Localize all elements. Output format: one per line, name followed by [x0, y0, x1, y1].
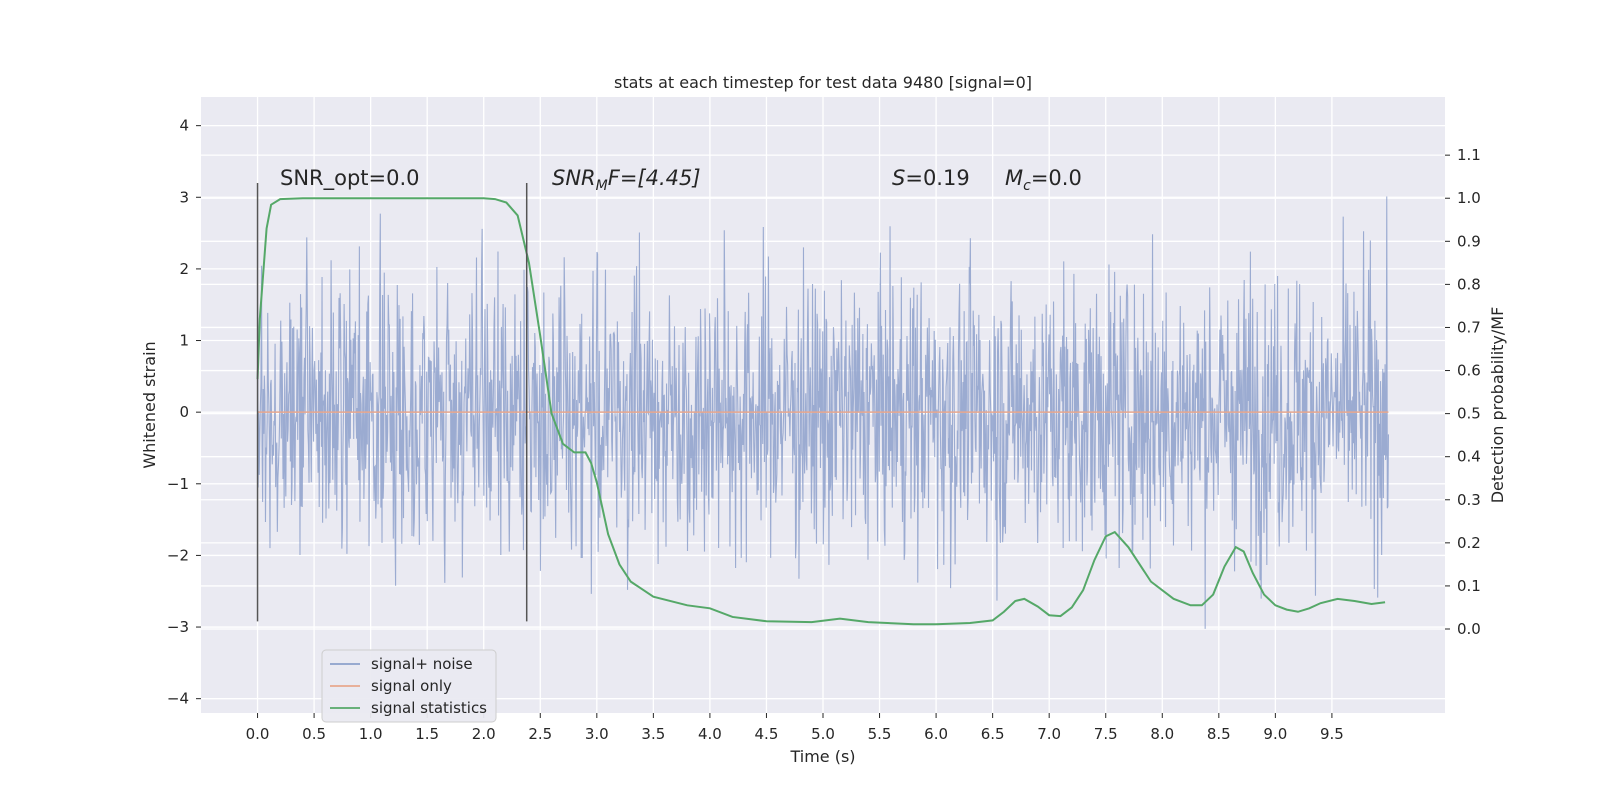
s-value: =0.19 — [905, 166, 969, 190]
x-tick-label: 7.0 — [1037, 725, 1061, 743]
y-tick-label: 3 — [179, 188, 189, 206]
mc-symbol: M — [1005, 166, 1023, 190]
x-tick-label: 8.5 — [1207, 725, 1231, 743]
x-tick-label: 4.5 — [755, 725, 779, 743]
signal-noise-line — [257, 196, 1389, 629]
y-right-tick-label: 0.1 — [1457, 577, 1481, 595]
legend-label-signal-noise: signal+ noise — [371, 655, 473, 673]
x-tick-label: 0.0 — [246, 725, 270, 743]
y-right-axis-label: Detection probability/MF — [1488, 307, 1507, 504]
y-right-tick-label: 0.2 — [1457, 534, 1481, 552]
x-tick-label: 0.5 — [302, 725, 326, 743]
y-right-tick-label: 0.7 — [1457, 318, 1481, 336]
x-tick-label: 9.0 — [1263, 725, 1287, 743]
x-axis-ticks: 0.0 0.5 1.0 1.5 2.0 2.5 3.0 3.5 4.0 4.5 5.0 5.5 6.0 6… — [246, 713, 1344, 743]
legend: signal+ noise signal only signal statist… — [321, 649, 497, 723]
y-right-tick-label: 0.6 — [1457, 362, 1481, 380]
x-tick-label: 7.5 — [1094, 725, 1118, 743]
y-right-tick-label: 0.3 — [1457, 491, 1481, 509]
y-axis-label: Whitened strain — [140, 341, 159, 468]
y-right-tick-label: 0.9 — [1457, 232, 1481, 250]
y-right-tick-label: 0.0 — [1457, 620, 1481, 638]
y-right-tick-label: 0.5 — [1457, 405, 1481, 423]
signal-statistics-series — [256, 197, 1386, 626]
signal-statistics-line — [256, 197, 1386, 626]
x-tick-label: 3.5 — [641, 725, 665, 743]
x-tick-label: 5.5 — [868, 725, 892, 743]
snr-mf-tail: F=[4.45] — [608, 166, 701, 190]
legend-box — [321, 649, 497, 723]
x-tick-label: 1.0 — [359, 725, 383, 743]
x-axis-label: Time (s) — [789, 747, 855, 766]
y-right-axis-ticks: 1.1 1.0 0.9 0.8 0.7 0.6 0.5 0.4 0.3 0.2 0.1 0.0 — [1445, 146, 1481, 638]
x-tick-label: 5.0 — [811, 725, 835, 743]
y-axis-ticks: 4 3 2 1 0 −1 −2 −3 −4 — [167, 117, 201, 708]
x-tick-label: 6.0 — [924, 725, 948, 743]
x-tick-label: 4.0 — [698, 725, 722, 743]
y-right-tick-label: 0.4 — [1457, 448, 1481, 466]
y-tick-label: −4 — [167, 690, 189, 708]
y-tick-label: −1 — [167, 475, 189, 493]
y-right-tick-label: 1.1 — [1457, 146, 1481, 164]
signal-noise-series — [257, 196, 1389, 629]
y-tick-label: 4 — [179, 117, 189, 135]
snr-mf-symbol: SNR — [552, 166, 596, 190]
y-right-tick-label: 0.8 — [1457, 275, 1481, 293]
y-tick-label: 2 — [179, 260, 189, 278]
x-tick-label: 6.5 — [981, 725, 1005, 743]
snr-mf-subscript: M — [596, 178, 608, 194]
y-right-tick-label: 1.0 — [1457, 189, 1481, 207]
y-tick-label: 1 — [179, 332, 189, 350]
annotation-s: S=0.19 — [892, 166, 970, 190]
annotation-mc: Mc=0.0 — [1005, 166, 1082, 194]
x-tick-label: 8.0 — [1150, 725, 1174, 743]
x-tick-label: 2.5 — [528, 725, 552, 743]
legend-label-signal-statistics: signal statistics — [371, 699, 487, 717]
x-tick-label: 3.0 — [585, 725, 609, 743]
legend-label-signal-only: signal only — [371, 677, 452, 695]
y-tick-label: 0 — [179, 403, 189, 421]
y-tick-label: −3 — [167, 618, 189, 636]
mc-value: =0.0 — [1031, 166, 1082, 190]
x-tick-label: 2.0 — [472, 725, 496, 743]
x-tick-label: 1.5 — [415, 725, 439, 743]
s-symbol: S — [892, 166, 905, 190]
annotation-snr-mf: SNRMF=[4.45] — [552, 166, 701, 194]
x-tick-label: 9.5 — [1320, 725, 1344, 743]
chart-title: stats at each timestep for test data 948… — [614, 73, 1032, 92]
y-tick-label: −2 — [167, 546, 189, 564]
annotation-snr-opt: SNR_opt=0.0 — [280, 166, 420, 191]
mc-subscript: c — [1023, 178, 1031, 194]
marker-lines — [256, 182, 528, 622]
